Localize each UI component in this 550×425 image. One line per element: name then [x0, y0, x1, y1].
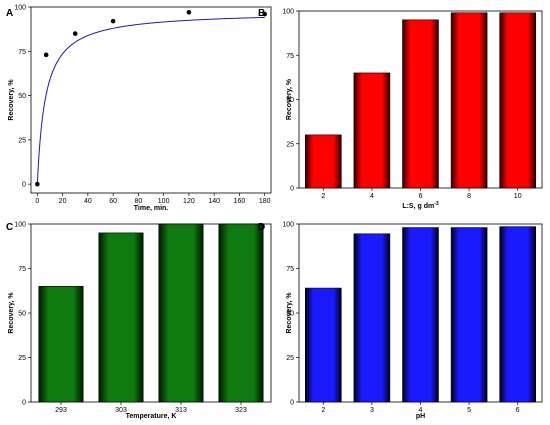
x-tick-label: 140 — [208, 198, 220, 205]
data-point — [72, 31, 78, 36]
panel-label: A — [6, 8, 13, 19]
x-tick-label: 6 — [516, 407, 520, 414]
plot-frame — [30, 6, 272, 194]
y-tick-label: 100 — [14, 5, 26, 12]
x-tick-label: 80 — [134, 198, 142, 205]
x-tick-label: 60 — [109, 198, 117, 205]
bar — [305, 287, 342, 403]
x-tick-label: 4 — [370, 193, 374, 200]
y-tick-label: 75 — [18, 49, 26, 56]
bar — [450, 227, 488, 403]
x-tick-label: 2 — [321, 193, 325, 200]
bar — [499, 226, 536, 403]
x-axis-label: Temperature, K — [126, 413, 177, 420]
y-axis-label: Recovery, % — [286, 292, 293, 334]
x-tick-label: 40 — [84, 198, 92, 205]
x-tick-label: 20 — [59, 198, 67, 205]
x-tick-label: 10 — [514, 193, 522, 200]
data-point — [35, 181, 40, 187]
bar — [305, 134, 342, 189]
x-tick-label: 2 — [321, 407, 325, 414]
x-tick-label: 120 — [183, 198, 195, 205]
panel-b: B 0 25 50 75 100 Recovery, % L:S, g dm-3 2 4 6 8 10 — [258, 8, 543, 210]
x-axis-label: pH — [416, 413, 425, 420]
x-tick-label: 293 — [55, 407, 67, 414]
y-tick-label: 0 — [290, 186, 294, 193]
data-point — [262, 11, 267, 17]
bar — [38, 285, 84, 403]
data-point — [110, 18, 116, 24]
bar — [499, 12, 536, 189]
x-axis-label: Time, min. — [134, 205, 169, 212]
y-tick-label: 25 — [18, 355, 26, 362]
x-tick-label: 6 — [419, 193, 423, 200]
y-tick-label: 100 — [282, 222, 294, 229]
y-tick-label: 50 — [18, 311, 26, 318]
panel-label: C — [6, 222, 13, 233]
y-tick-label: 25 — [18, 137, 26, 144]
y-tick-label: 25 — [286, 141, 294, 148]
x-tick-label: 180 — [259, 198, 271, 205]
x-tick-label: 100 — [158, 198, 170, 205]
y-tick-label: 75 — [18, 266, 26, 273]
bar — [402, 227, 439, 403]
x-axis-label-superscript: -3 — [434, 201, 439, 207]
y-tick-label: 50 — [286, 311, 294, 318]
x-tick-label: 5 — [467, 407, 471, 414]
bar — [402, 19, 439, 189]
y-tick-label: 75 — [286, 266, 294, 273]
panel-label: B — [258, 8, 265, 19]
panel-d: D 0 25 50 75 100 Recovery, % pH 2 3 4 5 6 — [258, 222, 543, 420]
bar — [158, 223, 204, 403]
bar — [98, 232, 144, 403]
bar — [353, 72, 391, 189]
fit-curve — [36, 16, 265, 185]
x-tick-label: 0 — [35, 198, 39, 205]
x-tick-label: 8 — [467, 193, 471, 200]
data-point — [43, 52, 49, 58]
data-point — [186, 10, 192, 15]
y-tick-label: 100 — [14, 222, 26, 229]
y-axis-label: Recovery, % — [286, 78, 293, 120]
y-tick-label: 50 — [18, 93, 26, 100]
x-tick-label: 3 — [370, 407, 374, 414]
bar — [450, 12, 488, 189]
y-axis-label: Recovery, % — [8, 79, 15, 121]
y-tick-label: 75 — [286, 53, 294, 60]
x-axis-label: L:S, g dm-3 — [402, 201, 439, 210]
y-tick-label: 25 — [286, 355, 294, 362]
bar — [218, 223, 264, 403]
y-axis-label: Recovery, % — [8, 292, 15, 334]
y-tick-label: 50 — [286, 97, 294, 104]
panel-label: D — [258, 222, 265, 233]
x-tick-label: 160 — [234, 198, 246, 205]
panel-c: C 0 25 50 75 100 Recovery, % Temperature, K 293 3… — [6, 222, 272, 420]
bar — [353, 233, 391, 403]
y-tick-label: 0 — [290, 400, 294, 407]
y-tick-label: 0 — [22, 400, 26, 407]
y-tick-label: 0 — [22, 182, 26, 189]
x-tick-label: 313 — [175, 407, 187, 414]
y-tick-label: 100 — [282, 9, 294, 16]
panel-a: A 0 25 50 75 100 Recovery, % Time, min. 0 20 40 60 8… — [6, 5, 272, 212]
x-tick-label: 4 — [419, 407, 423, 414]
x-tick-label: 303 — [115, 407, 127, 414]
x-tick-label: 323 — [235, 407, 247, 414]
